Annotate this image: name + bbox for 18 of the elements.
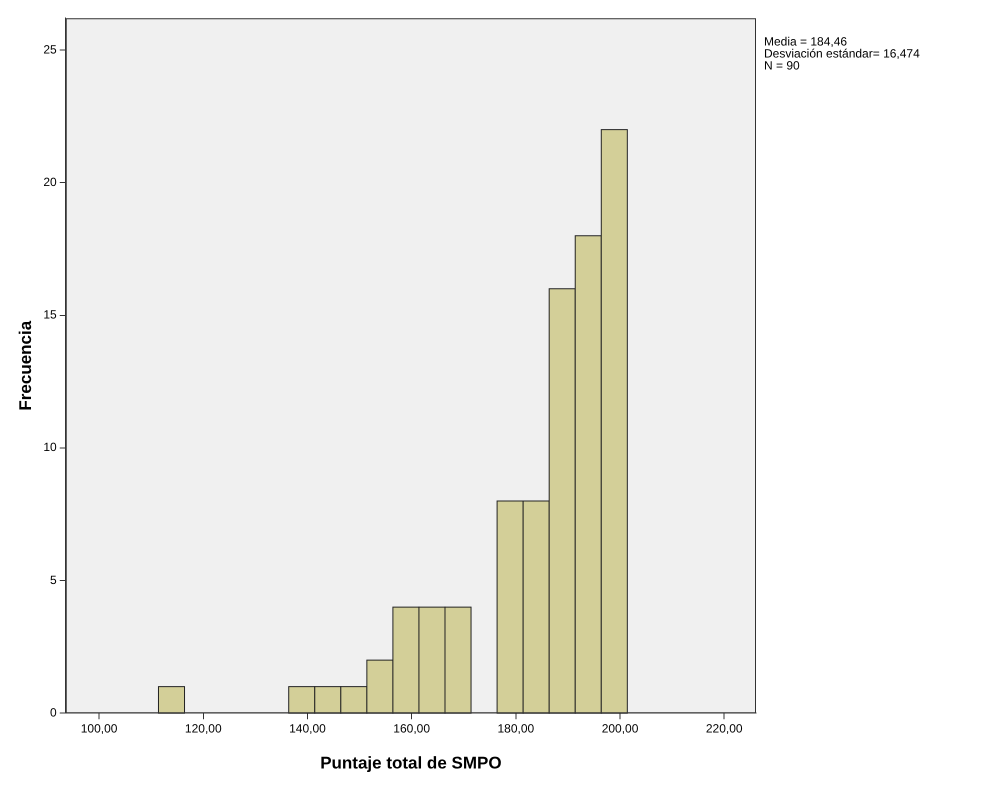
x-tick-label: 220,00 (706, 722, 743, 736)
y-tick-label: 15 (43, 308, 58, 322)
y-tick-label: 20 (43, 174, 58, 189)
text: Media = 184,46 (764, 34, 848, 49)
x-tick-label: 100,00 (80, 722, 118, 736)
text: N = 90 (764, 58, 800, 73)
x-tick-label: 140,00 (289, 722, 326, 736)
y-axis-title: Frecuencia (16, 320, 35, 411)
y-tick-label: 5 (50, 572, 58, 587)
x-tick-label: 120,00 (184, 722, 222, 736)
x-tick-label: 200,00 (602, 722, 639, 736)
y-tick-label: 10 (43, 440, 58, 454)
x-axis-title: Puntaje total de SMPO (320, 753, 502, 772)
y-tick-label: 0 (50, 706, 58, 720)
y-tick-label: 25 (43, 42, 58, 56)
x-tick-label: 180,00 (497, 722, 535, 736)
x-tick-label: 160,00 (393, 722, 430, 736)
text: Desviación estándar= 16,474 (764, 46, 920, 61)
